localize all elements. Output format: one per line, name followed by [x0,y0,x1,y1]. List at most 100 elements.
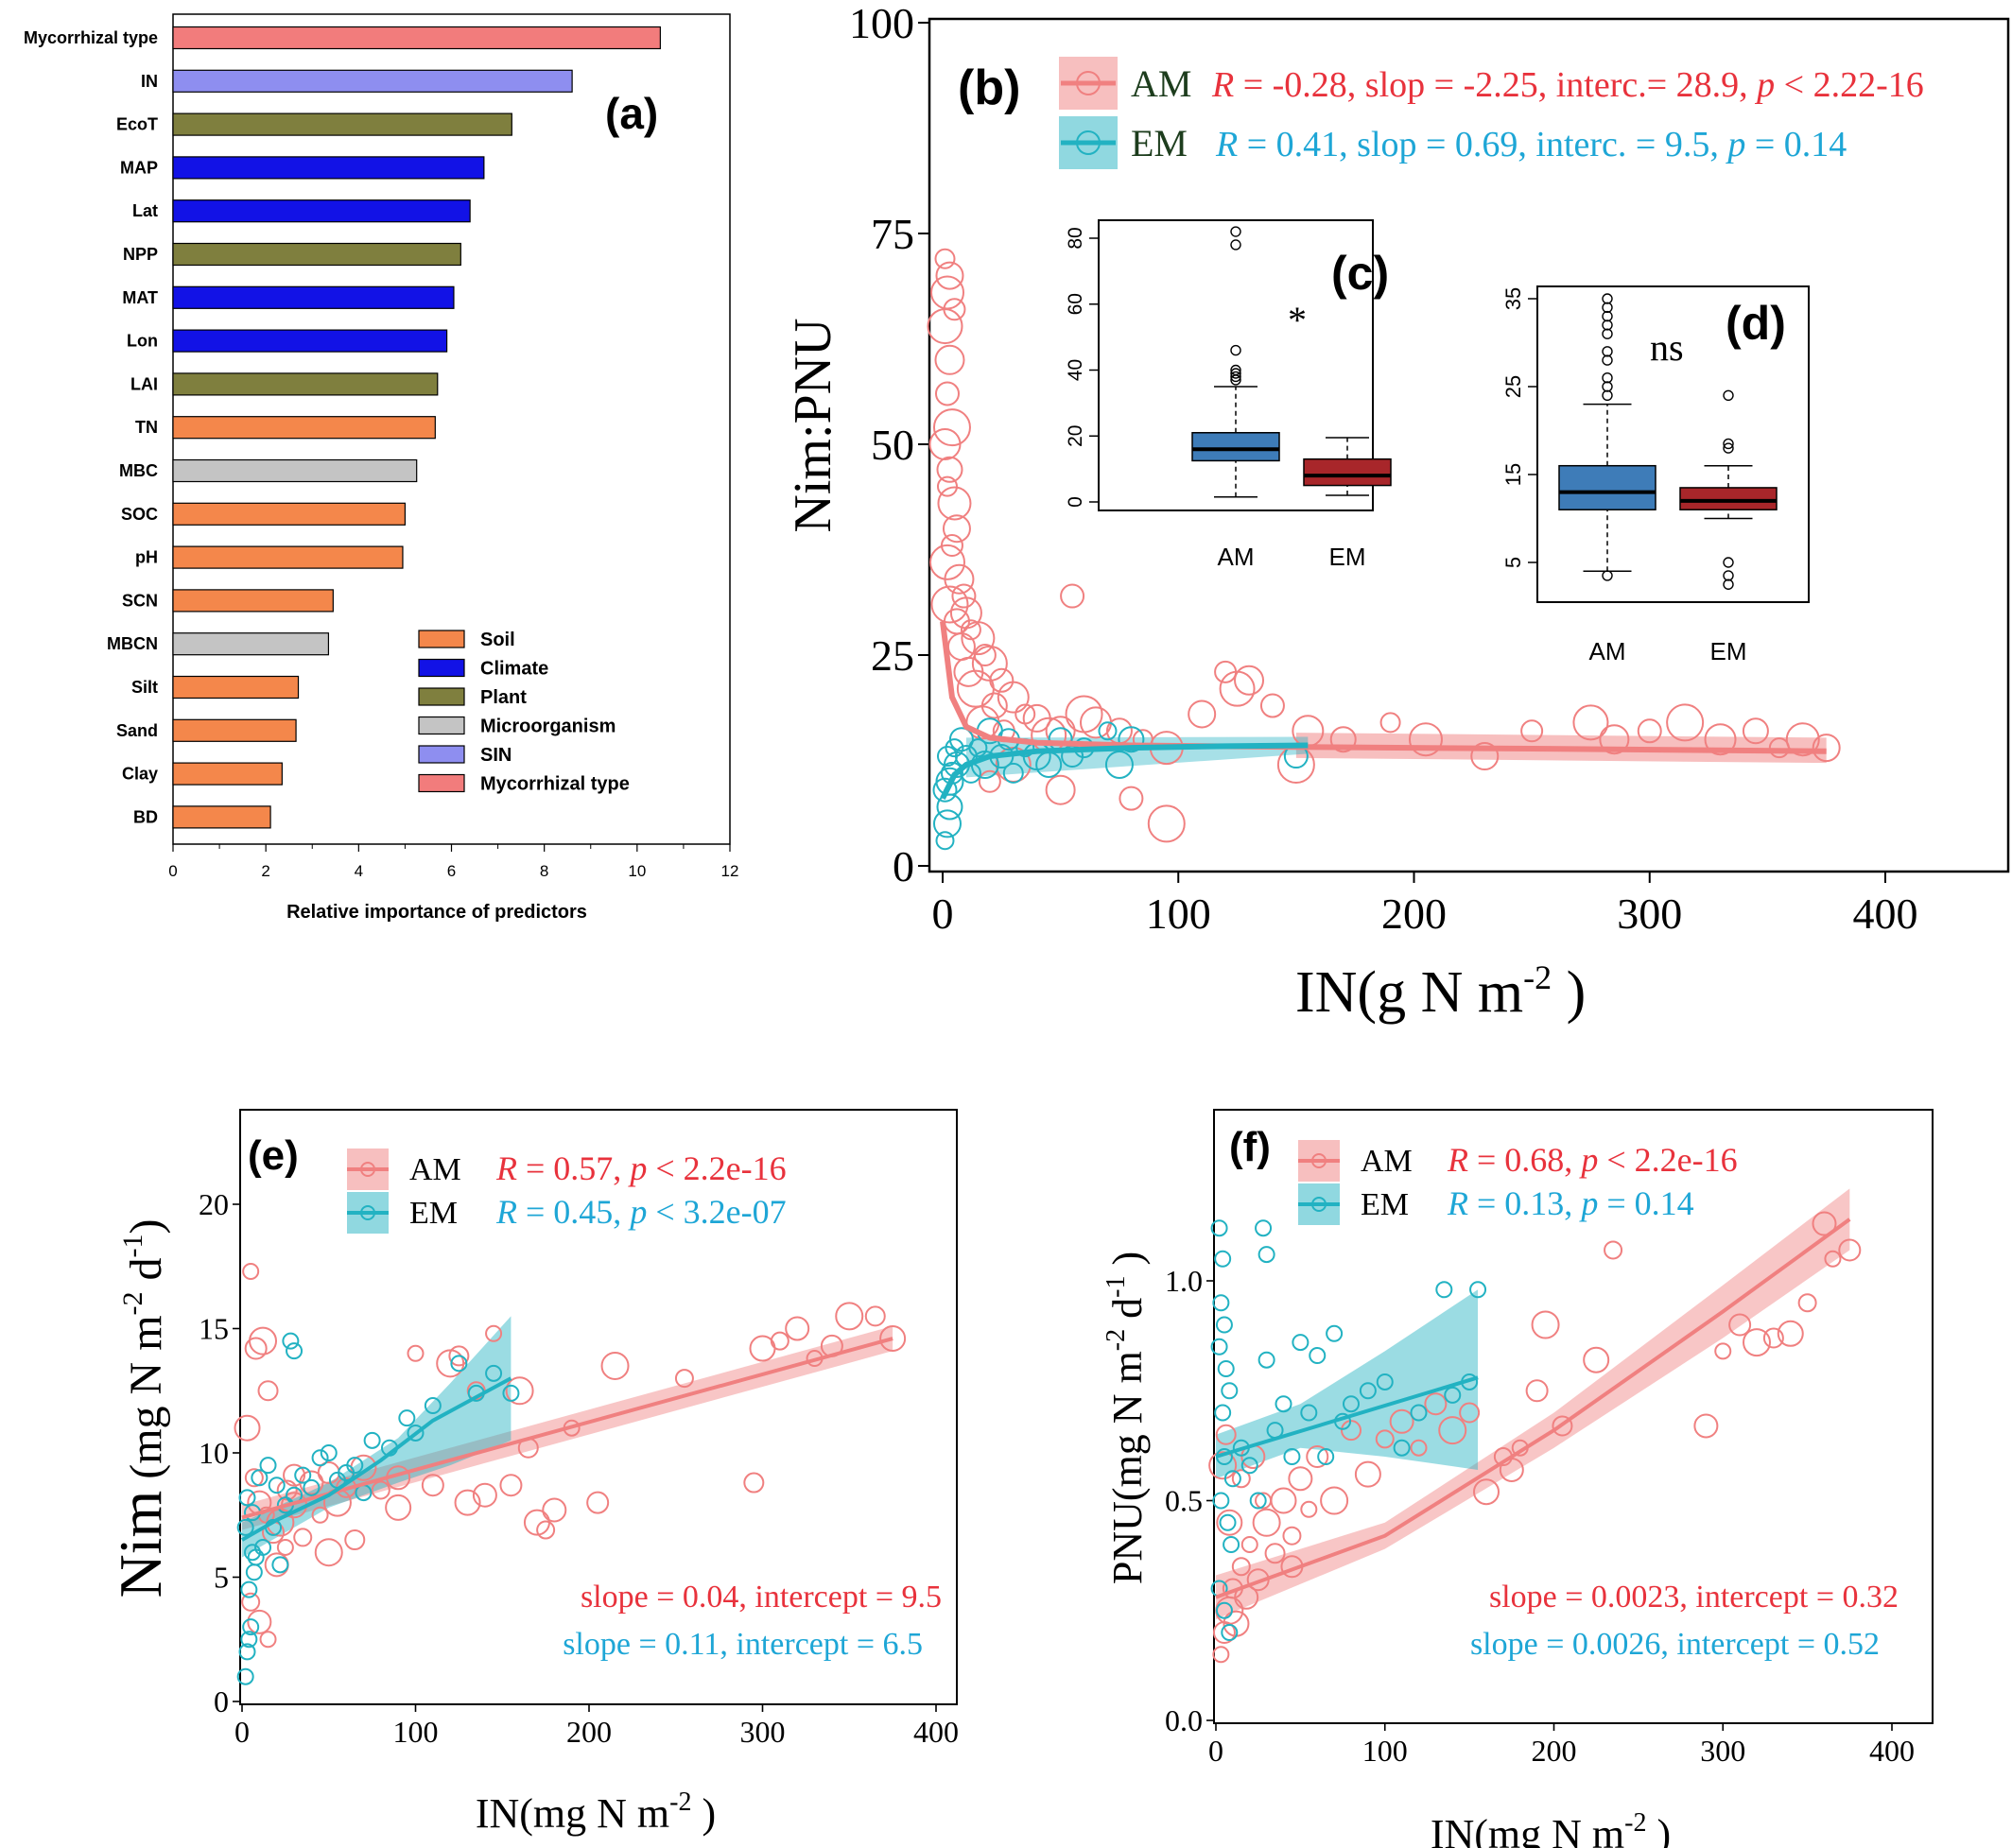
bar-npp [172,242,461,267]
inset-y-tick-label: 35 [1501,287,1525,310]
am-point [1824,1250,1842,1268]
panel-label: (f) [1229,1124,1271,1170]
am-point [1531,1310,1560,1339]
y-axis-label: Nim (mg N m-2 d-1) [107,1218,174,1598]
em-point [1343,1395,1360,1413]
category-label: Lat [132,201,158,220]
am-point [1354,1460,1381,1488]
x-tick-label: 400 [913,1715,959,1749]
am-point [928,428,962,460]
am-point [1525,1379,1549,1403]
x-tick-label: 6 [447,862,456,880]
em-point [1283,1448,1301,1465]
inset-y-tick-label: 60 [1065,293,1086,315]
am-point [1231,1469,1251,1489]
em-point [1300,1404,1318,1422]
em-point [282,1332,300,1350]
bar-sand [172,718,297,742]
x-axis-label: IN(g N m-2 ) [1295,959,1586,1025]
am-point [1147,804,1186,843]
em-point [1217,1360,1235,1377]
am-point [980,692,1008,719]
box-outlier [1230,239,1241,250]
em-point [242,1618,260,1636]
x-axis-label: IN(mg N m-2 ) [476,1788,716,1837]
am-point [1714,1342,1732,1360]
am-point [930,585,969,624]
y-axis-label: PNU(mg N m-2 d-1 ) [1101,1252,1151,1584]
am-point [311,1506,329,1524]
em-point [1221,1382,1239,1400]
em-point [1215,1601,1233,1619]
am-point [936,475,958,497]
legend-stats: R = 0.41, slop = 0.69, interc. = 9.5, p … [1215,125,1847,164]
inset-category-label: EM [1710,637,1747,665]
am-point [1604,1240,1623,1260]
em-point [251,1469,269,1487]
legend-swatch [418,745,465,764]
em-point [346,1457,364,1475]
am-point [1282,1526,1302,1546]
am-point [1208,1451,1238,1480]
am-point [385,1494,412,1521]
legend-stats: R = 0.45, p < 3.2e-07 [495,1193,787,1231]
x-tick-label: 10 [628,862,646,880]
legend-marker [1076,71,1101,95]
em-point [1410,1404,1428,1422]
category-label: Silt [131,678,158,697]
box-outlier [1723,438,1734,450]
am-point [1473,1478,1500,1506]
am-point [1375,1429,1395,1449]
am-point [421,1474,444,1497]
category-label: IN [141,72,158,91]
em-point [932,809,962,838]
em-point [1240,1457,1258,1475]
am-point [1231,1557,1251,1577]
am-point [1728,1313,1752,1337]
am-point [244,1468,264,1488]
em-point [271,1556,289,1574]
am-point [586,1491,610,1514]
am-point [1762,1327,1784,1349]
x-tick-label: 400 [1869,1734,1915,1768]
am-point [1215,1424,1237,1445]
am-point [241,1592,261,1612]
box-outlier [1602,389,1613,401]
am-point [1060,583,1085,609]
am-point [1240,1536,1258,1553]
category-label: Mycorrhizal type [24,28,158,47]
am-point [276,1538,294,1556]
am-fit-annotation: slope = 0.0023, intercept = 0.32 [1489,1580,1899,1615]
em-point [1212,1294,1230,1312]
am-point [1838,1238,1862,1262]
legend-series-name: EM [1131,122,1188,164]
am-point [989,667,1015,693]
em-point [1221,1624,1239,1641]
am-point [1552,1415,1573,1437]
em-point [1435,1281,1453,1299]
am-point [283,1463,306,1487]
inset-y-tick-label: 0 [1065,496,1086,508]
legend-swatch [418,687,465,706]
em-point [238,1643,256,1661]
x-tick-label: 0 [234,1715,250,1749]
am-fit-annotation: slope = 0.04, intercept = 9.5 [581,1580,942,1615]
em-point [398,1409,416,1427]
em-point [936,793,963,820]
em-point [1255,1219,1273,1237]
category-label: Clay [122,765,158,784]
am-point [1379,712,1401,734]
am-point [770,1331,789,1351]
am-point [956,669,995,708]
inset-y-tick-label: 20 [1065,425,1086,447]
am-fit-line [1215,1218,1851,1599]
am-point [259,1631,277,1649]
am-point [1264,1543,1286,1564]
em-point [238,1489,256,1507]
legend-label: Microorganism [480,717,616,737]
em-point [1215,1316,1233,1334]
am-point [600,1351,630,1380]
em-point [1118,726,1145,753]
em-point [968,738,988,758]
